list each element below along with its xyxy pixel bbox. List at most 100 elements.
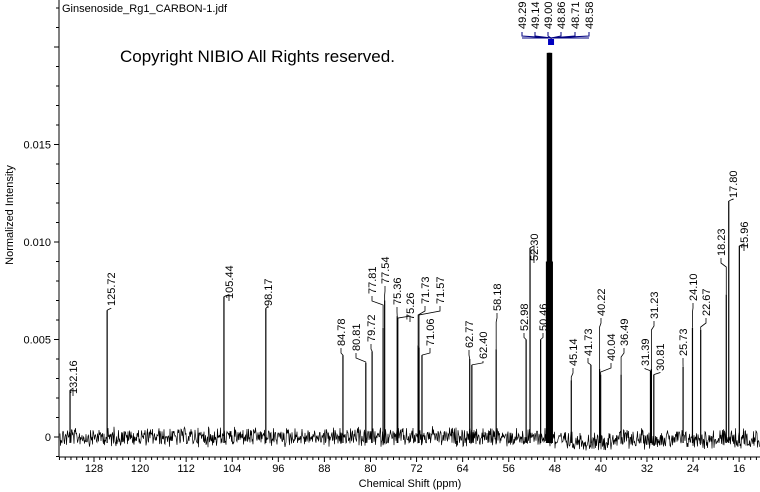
x-tick-label: 88 — [318, 463, 330, 475]
peak-leader — [421, 348, 431, 356]
x-tick-label: 104 — [223, 463, 241, 475]
x-tick-label: 80 — [364, 463, 376, 475]
peak-label: 71.57 — [435, 276, 447, 304]
peak-label: 48.86 — [556, 1, 568, 29]
peak-leader — [587, 358, 592, 366]
peak-leader — [418, 306, 441, 348]
peak-leader — [600, 363, 612, 375]
peak-label: 80.81 — [351, 323, 363, 351]
peak-leader — [739, 243, 745, 251]
spectrum-baseline — [59, 426, 760, 451]
peak-label: 22.67 — [701, 288, 713, 316]
baseline-noise — [59, 426, 760, 451]
x-tick-label: 24 — [687, 463, 699, 475]
x-tick-label: 48 — [549, 463, 561, 475]
peak-label: 62.40 — [478, 331, 490, 359]
x-tick-label: 40 — [595, 463, 607, 475]
peak-label: 75.36 — [392, 277, 404, 305]
copyright-watermark: Copyright NIBIO All Rights reserved. — [120, 47, 395, 66]
peak-labels: 132.16 125.72 105.44 98.17 84.78 80.81 79.72 77… — [68, 1, 751, 396]
peak-label: 50.46 — [538, 303, 550, 331]
x-tick-label: 32 — [641, 463, 653, 475]
peak-leader — [397, 315, 411, 322]
x-tick-label: 72 — [410, 463, 422, 475]
peak-label: 31.39 — [640, 338, 652, 366]
peak-label: 24.10 — [688, 273, 700, 301]
peak-label: 18.23 — [716, 228, 728, 256]
peak-label: 48.58 — [584, 1, 596, 29]
x-tick-label: 128 — [85, 463, 103, 475]
spectrum-peaks — [69, 52, 740, 443]
peak-leader — [69, 387, 74, 396]
peak-label: 40.22 — [596, 288, 608, 316]
peak-leader — [371, 296, 384, 328]
peak-label: 79.72 — [366, 314, 378, 342]
peak-leader — [468, 350, 471, 360]
peak-label: 49.14 — [530, 1, 542, 29]
peak-leader — [370, 344, 373, 352]
y-tick-label: 0.010 — [23, 237, 51, 249]
peak-label: 62.77 — [464, 320, 476, 348]
peak-label: 49.29 — [517, 1, 529, 29]
peak-leader — [620, 348, 625, 375]
peak-label: 84.78 — [336, 318, 348, 346]
peak-leader — [692, 303, 694, 328]
x-tick-label: 96 — [272, 463, 284, 475]
peak-leader — [340, 348, 344, 356]
peak-label: 36.49 — [619, 318, 631, 346]
peak-label: 77.81 — [367, 266, 379, 294]
peak-label: 52.30 — [529, 233, 541, 261]
peak-leader — [644, 368, 651, 372]
peak-label: 52.98 — [519, 303, 531, 331]
peak-label: 40.04 — [606, 333, 618, 361]
peak-label: 41.73 — [583, 328, 595, 356]
peak-label: 25.73 — [678, 328, 690, 356]
peak-leader — [653, 372, 661, 375]
peak-label: 49.00 — [543, 1, 555, 29]
peak-leader — [355, 353, 367, 363]
peak-leader — [570, 368, 574, 381]
x-tick-label: 56 — [503, 463, 515, 475]
peak-label: 48.71 — [570, 1, 582, 29]
peak-leader — [700, 318, 707, 330]
peak-leader — [720, 258, 727, 295]
x-axis-title: Chemical Shift (ppm) — [359, 478, 462, 490]
peak-label: 58.18 — [492, 283, 504, 311]
peak-leader — [728, 198, 734, 202]
peak-leader — [265, 305, 269, 309]
x-tick-label: 16 — [733, 463, 745, 475]
peak-label: 71.06 — [425, 318, 437, 346]
peak-label: 75.26 — [405, 292, 417, 320]
peak-label: 45.14 — [568, 338, 580, 366]
peak-leader — [417, 306, 426, 346]
peak-label: 17.80 — [728, 170, 740, 198]
x-tick-label: 112 — [177, 463, 195, 475]
peak-label: 105.44 — [224, 265, 236, 299]
y-tick-label: 0.005 — [23, 335, 51, 347]
peak-label: 31.23 — [649, 291, 661, 319]
peak-label: 71.73 — [420, 276, 432, 304]
peak-leader — [471, 361, 484, 366]
peak-leader — [540, 333, 544, 340]
peak-leader — [599, 318, 602, 369]
file-name-title: Ginsenoside_Rg1_CARBON-1.jdf — [62, 3, 228, 15]
peak-label: 30.81 — [655, 343, 667, 371]
peak-label: 132.16 — [68, 360, 80, 394]
peak-leader — [650, 321, 655, 369]
x-tick-label: 120 — [131, 463, 149, 475]
cluster-marker — [548, 39, 555, 45]
x-tick-label: 64 — [457, 463, 469, 475]
y-tick-label: 0 — [45, 432, 51, 444]
peak-leader — [106, 307, 112, 311]
y-tick-label: 0.015 — [23, 140, 51, 152]
peak-label: 15.96 — [739, 221, 751, 249]
peak-leader — [523, 333, 527, 340]
peak-leader — [223, 294, 230, 301]
axes: 128 120 112 104 96 88 80 72 64 56 48 40 32 24 16 0 0.005… — [23, 0, 760, 475]
peak-label: 77.54 — [380, 256, 392, 284]
peak-label: 98.17 — [263, 278, 275, 306]
peak-leader — [495, 313, 498, 350]
peak-leader — [529, 245, 535, 263]
peak-label: 125.72 — [106, 272, 118, 306]
